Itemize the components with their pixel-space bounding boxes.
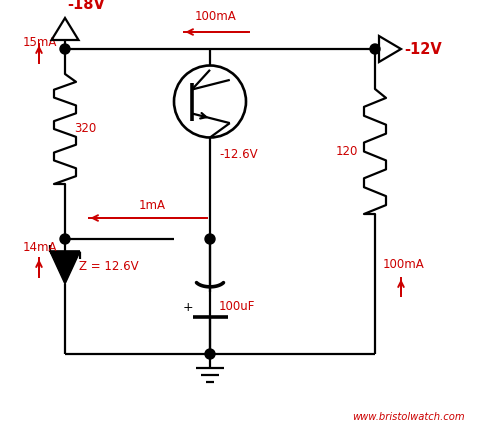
Text: +: +: [182, 301, 193, 314]
Circle shape: [60, 234, 70, 244]
Circle shape: [205, 349, 215, 359]
Text: 100mA: 100mA: [195, 10, 237, 23]
Text: 120: 120: [336, 145, 358, 158]
Circle shape: [205, 234, 215, 244]
Polygon shape: [50, 251, 80, 284]
Text: Z = 12.6V: Z = 12.6V: [79, 260, 138, 273]
Text: 15mA: 15mA: [23, 36, 57, 49]
Text: -12V: -12V: [404, 42, 442, 57]
Text: 1mA: 1mA: [139, 199, 166, 212]
Text: 100uF: 100uF: [219, 300, 255, 313]
Text: 100mA: 100mA: [383, 259, 424, 272]
Text: -18V: -18V: [68, 0, 105, 12]
Text: 320: 320: [74, 123, 96, 136]
Text: -12.6V: -12.6V: [219, 148, 258, 161]
Circle shape: [60, 44, 70, 54]
Text: www.bristolwatch.com: www.bristolwatch.com: [353, 412, 465, 422]
Text: 14mA: 14mA: [23, 241, 57, 254]
Circle shape: [370, 44, 380, 54]
